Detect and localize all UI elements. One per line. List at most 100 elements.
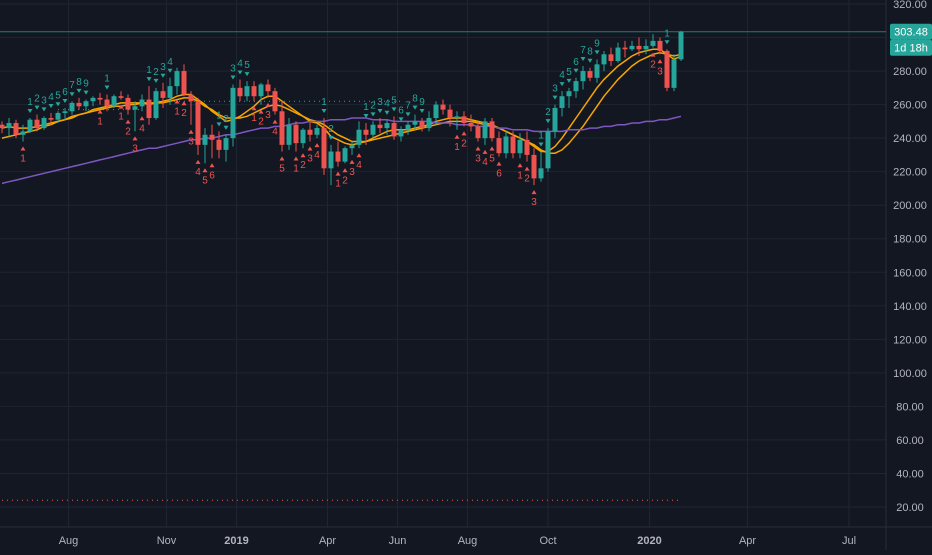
- candle-body: [307, 129, 313, 135]
- y-axis-tick-label: 60.00: [896, 435, 924, 447]
- signal-count-label: 1: [454, 142, 460, 153]
- candle-body: [328, 151, 334, 169]
- candle-body: [671, 59, 677, 88]
- signal-count-label: 1: [251, 113, 257, 124]
- signal-up-arrow: [531, 190, 537, 195]
- candle-body: [279, 111, 285, 145]
- signal-count-label: 1: [664, 28, 670, 39]
- signal-up-arrow: [356, 153, 362, 158]
- candle-body: [482, 121, 488, 139]
- signal-count-label: 5: [55, 90, 61, 101]
- x-axis-tick-label: 2019: [224, 535, 248, 547]
- signal-down-arrow: [62, 98, 68, 103]
- x-axis-tick-label: Oct: [539, 535, 556, 547]
- signal-down-arrow: [48, 103, 54, 108]
- candle-body: [454, 116, 460, 119]
- signal-count-label: 3: [265, 110, 271, 121]
- bar-countdown-badge: [890, 39, 932, 56]
- signal-up-arrow: [202, 168, 208, 173]
- signal-count-label: 1: [174, 107, 180, 118]
- candle-body: [104, 99, 110, 107]
- moving-average-line: [1, 115, 682, 185]
- y-axis-tick-label: 160.00: [893, 267, 927, 279]
- signal-count-label: 1: [27, 97, 33, 108]
- signal-count-label: 4: [314, 150, 320, 161]
- candle-body: [559, 96, 565, 108]
- signal-count-label: 1: [293, 164, 299, 175]
- signal-count-label: 4: [384, 99, 390, 110]
- signal-count-label: 1: [517, 170, 523, 181]
- signal-up-arrow: [657, 59, 663, 64]
- signal-down-arrow: [160, 73, 166, 78]
- signal-up-arrow: [118, 104, 124, 109]
- candle-body: [314, 128, 320, 135]
- signal-up-arrow: [97, 109, 103, 114]
- signal-count-label: 1: [216, 110, 222, 121]
- candle-body: [426, 118, 432, 129]
- signal-count-label: 1: [104, 74, 110, 85]
- signal-count-label: 4: [272, 127, 278, 138]
- candle-body: [181, 71, 187, 95]
- y-axis-tick-label: 180.00: [893, 234, 927, 246]
- candle-body: [146, 99, 152, 119]
- candle-body: [552, 107, 558, 132]
- signal-count-label: 1: [118, 112, 124, 123]
- candle-body: [188, 94, 194, 102]
- candle-body: [545, 131, 551, 169]
- signal-count-label: 5: [202, 175, 208, 186]
- candle-body: [27, 119, 33, 132]
- signal-down-arrow: [377, 109, 383, 114]
- signal-down-arrow: [237, 70, 243, 75]
- candle-body: [160, 91, 166, 98]
- candle-body: [244, 86, 250, 97]
- candle-body: [230, 87, 236, 139]
- current-price-label: 303.48: [894, 27, 928, 39]
- candle-body: [384, 123, 390, 129]
- candle-body: [13, 123, 19, 135]
- signal-down-arrow: [34, 105, 40, 110]
- signal-down-arrow: [573, 68, 579, 73]
- candle-body: [510, 136, 516, 154]
- signal-down-arrow: [664, 40, 670, 45]
- y-axis-tick-label: 200.00: [893, 200, 927, 212]
- candle-body: [223, 138, 229, 150]
- signal-count-label: 3: [230, 63, 236, 74]
- signal-up-arrow: [125, 119, 131, 124]
- signal-down-arrow: [391, 107, 397, 112]
- signal-count-label: 1: [335, 179, 341, 190]
- candle-body: [216, 139, 222, 150]
- candle-body: [412, 121, 418, 125]
- candle-body: [167, 86, 173, 98]
- candle-body: [573, 81, 579, 92]
- y-axis-tick-label: 320.00: [893, 0, 927, 11]
- candle-body: [272, 91, 278, 112]
- candle-body: [370, 124, 376, 135]
- signal-down-arrow: [146, 77, 152, 82]
- signal-count-label: 4: [139, 123, 145, 134]
- x-axis-tick-label: Aug: [59, 535, 79, 547]
- signal-down-arrow: [321, 109, 327, 114]
- moving-average-line: [1, 51, 682, 154]
- signal-count-label: 6: [209, 170, 215, 181]
- candle-body: [76, 102, 82, 107]
- candle-body: [594, 64, 600, 78]
- signal-count-label: 2: [181, 108, 187, 119]
- candle-body: [6, 123, 12, 129]
- candle-body: [531, 154, 537, 179]
- signal-count-label: 3: [475, 153, 481, 164]
- signal-down-arrow: [594, 50, 600, 55]
- x-axis-tick-label: Apr: [319, 535, 336, 547]
- candle-body: [265, 84, 271, 92]
- candle-body: [580, 71, 586, 82]
- candle-body: [174, 71, 180, 87]
- signal-down-arrow: [223, 125, 229, 130]
- signal-down-arrow: [55, 102, 61, 107]
- candle-body: [195, 101, 201, 145]
- signal-up-arrow: [300, 153, 306, 158]
- signal-count-label: 2: [125, 127, 131, 138]
- candle-body: [608, 54, 614, 62]
- candle-body: [363, 129, 369, 135]
- candle-body: [118, 96, 124, 98]
